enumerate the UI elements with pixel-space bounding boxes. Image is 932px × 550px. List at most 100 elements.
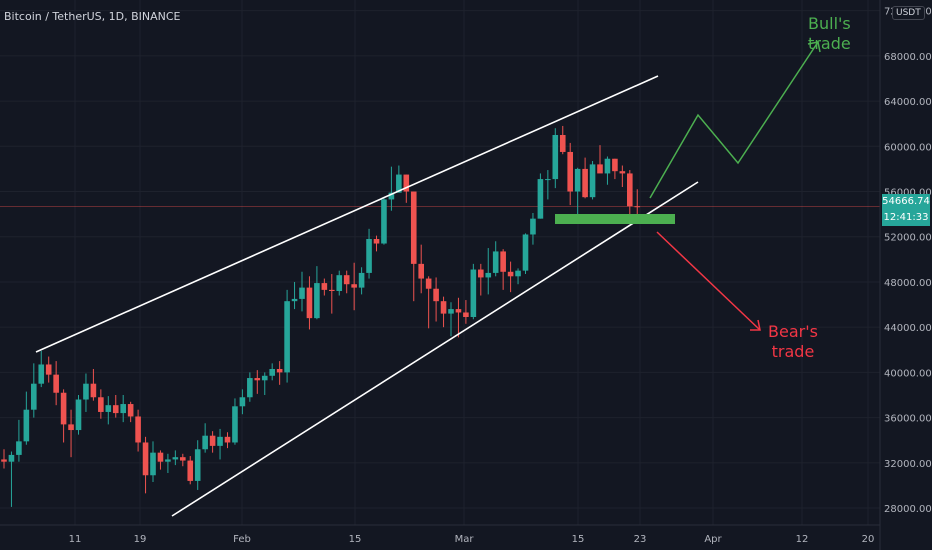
y-tick-label: 60000.00: [884, 142, 932, 153]
bear-trade-line1: Bear's: [768, 322, 818, 341]
currency-button[interactable]: USDT: [892, 6, 925, 20]
y-tick-label: 52000.00: [884, 233, 932, 244]
y-tick-label: 48000.00: [884, 278, 932, 289]
candle-body: [582, 168, 588, 198]
candle-body: [217, 436, 223, 446]
candle-body: [31, 383, 37, 410]
candle-body: [202, 435, 208, 450]
x-tick-label: 15: [349, 534, 362, 545]
candle-body: [455, 309, 462, 313]
x-tick-label: 19: [134, 534, 147, 545]
candle-body: [627, 173, 633, 207]
candle-body: [366, 239, 372, 273]
candle-body: [329, 289, 335, 291]
y-tick-label: 32000.00: [884, 459, 932, 470]
bull-trade-line2: trade: [808, 34, 851, 53]
candle-body: [507, 271, 514, 277]
candle-body: [373, 239, 380, 244]
candle-body: [247, 378, 253, 398]
candle-body: [321, 283, 328, 290]
candle-body: [492, 251, 499, 273]
bull-trade-line1: Bull's: [808, 14, 851, 33]
candle-body: [463, 312, 469, 317]
candle-body: [515, 270, 521, 277]
candle-body: [142, 442, 149, 476]
candle-body: [254, 378, 261, 381]
candle-body: [470, 269, 477, 317]
candle-body: [157, 452, 164, 462]
candle-body: [410, 191, 417, 264]
candle-body: [83, 383, 89, 400]
candle-body: [45, 364, 52, 375]
candle-body: [224, 436, 231, 443]
candle-body: [358, 272, 365, 288]
bar-countdown: 12:41:33: [883, 212, 929, 223]
candle-body: [8, 454, 15, 462]
grid: [0, 0, 880, 525]
bear-trade-label: Bear's trade: [768, 322, 818, 362]
candle-body: [16, 441, 22, 455]
candle-body: [552, 135, 559, 180]
candle-body: [194, 449, 201, 481]
candle-body: [276, 369, 283, 373]
candle-body: [589, 164, 596, 198]
x-tick-label: 11: [69, 534, 82, 545]
candle-body: [567, 151, 573, 192]
candle-body: [299, 287, 305, 299]
bull-arrowhead: [807, 41, 821, 53]
bull-trade-label: Bull's trade: [808, 14, 851, 54]
candle-body: [425, 278, 432, 289]
candle-body: [150, 452, 156, 476]
candle-body: [23, 409, 30, 442]
lower-channel-line: [171, 181, 699, 517]
x-tick-label: 15: [572, 534, 585, 545]
candle-body: [604, 158, 611, 174]
x-tick-label: 12: [796, 534, 809, 545]
y-tick-label: 44000.00: [884, 323, 932, 334]
y-tick-label: 64000.00: [884, 97, 932, 108]
candle-body: [53, 374, 59, 393]
last-price-value: 54666.74: [882, 196, 930, 207]
candle-body: [403, 174, 410, 192]
candle-body: [38, 364, 45, 384]
candle-body: [180, 457, 186, 461]
bear-arrowhead: [750, 319, 761, 331]
candle-body: [1, 459, 7, 462]
candle-body: [545, 179, 551, 181]
candle-body: [165, 459, 171, 462]
candle-body: [351, 284, 357, 288]
candle-body: [60, 392, 67, 425]
bear-trade-line2: trade: [771, 342, 815, 361]
y-tick-label: 68000.00: [884, 52, 932, 63]
drawings: [35, 41, 821, 517]
x-tick-label: 23: [634, 534, 647, 545]
support-zone: [555, 214, 675, 224]
candle-body: [522, 234, 529, 271]
candle-body: [284, 301, 290, 373]
x-tick-label: 20: [862, 534, 875, 545]
candle-body: [306, 287, 313, 319]
chart-title: Bitcoin / TetherUS, 1D, BINANCE: [4, 10, 181, 23]
x-tick-label: Apr: [704, 534, 722, 545]
candle-body: [418, 263, 424, 279]
candle-body: [112, 405, 119, 414]
candle-body: [388, 192, 395, 200]
bear-trade-path: [656, 231, 761, 331]
candle-body: [396, 174, 402, 193]
candle-body: [485, 272, 492, 278]
candle-body: [478, 269, 484, 278]
candle-body: [291, 298, 298, 302]
candle-body: [187, 460, 194, 481]
candle-body: [239, 397, 246, 407]
bull-trade-path: [649, 41, 819, 199]
candle-body: [261, 375, 268, 381]
candles: [1, 125, 641, 507]
candle-body: [127, 404, 134, 417]
candle-body: [68, 424, 74, 431]
candle-body: [433, 288, 439, 302]
y-tick-label: 40000.00: [884, 368, 932, 379]
candle-body: [105, 405, 112, 412]
candle-body: [448, 309, 454, 314]
candle-body: [559, 135, 566, 152]
